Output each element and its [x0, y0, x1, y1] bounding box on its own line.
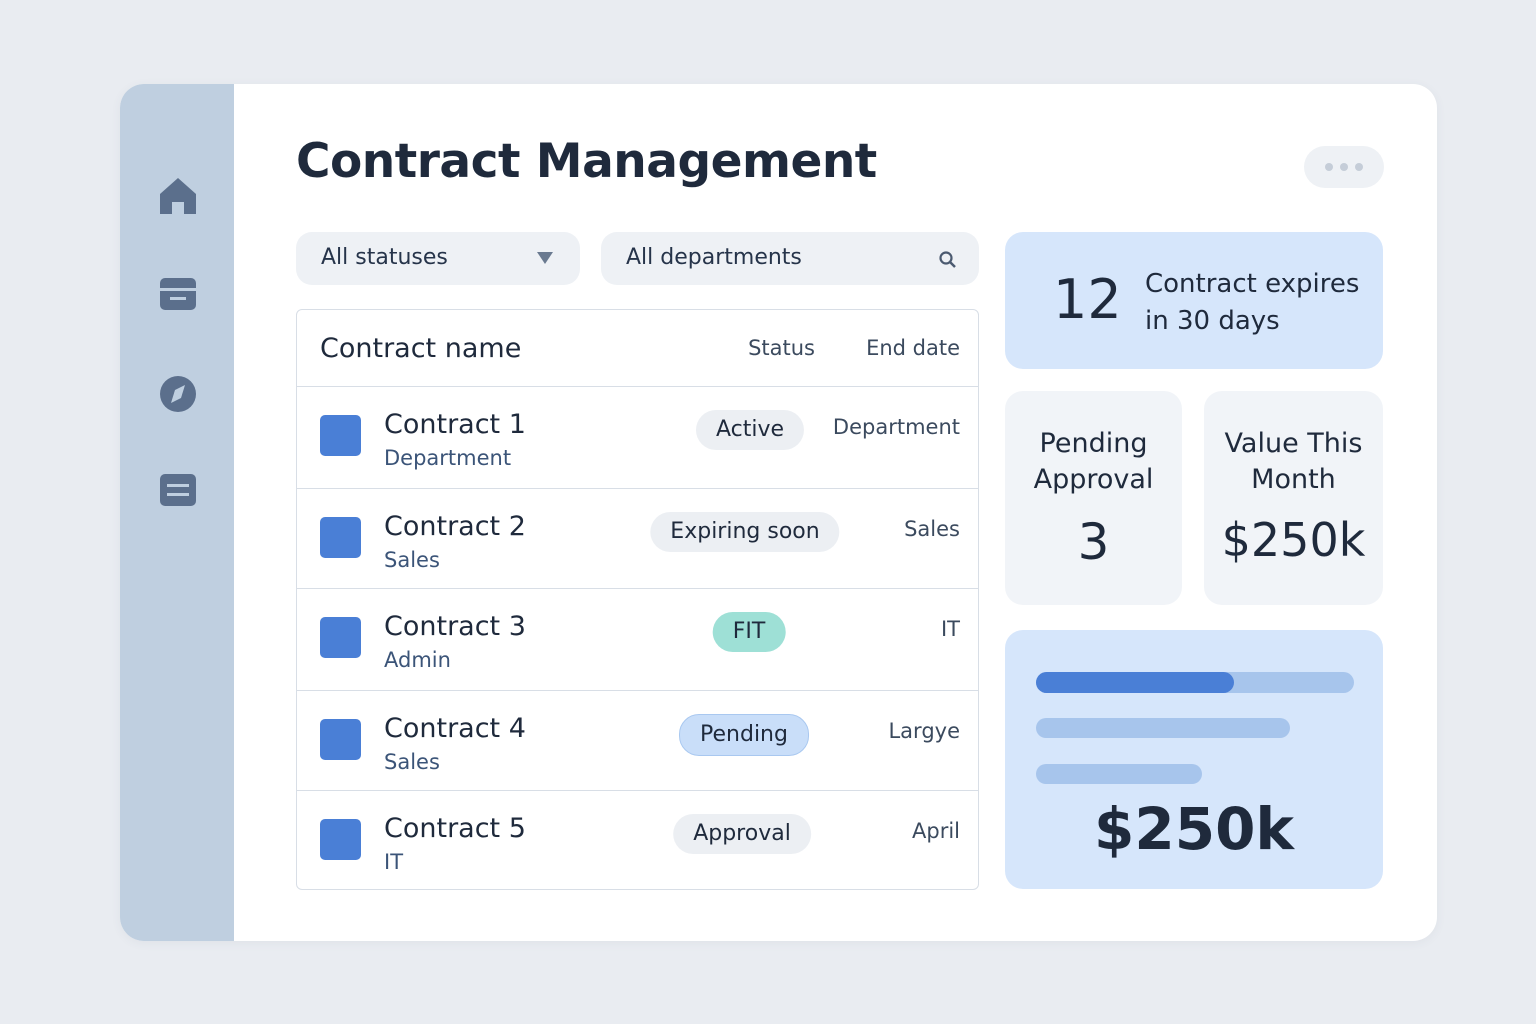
status-badge: Pending: [679, 714, 809, 756]
expiring-label: Contract expires in 30 days: [1145, 269, 1360, 336]
value-card[interactable]: Value This Month $250k: [1204, 391, 1383, 605]
contract-department: Admin: [384, 648, 451, 672]
status-filter[interactable]: All statuses: [296, 232, 580, 285]
more-button[interactable]: [1304, 146, 1384, 188]
expiring-card[interactable]: 12 Contract expires in 30 days: [1005, 232, 1383, 369]
status-badge: FIT: [712, 612, 786, 652]
list-icon[interactable]: [158, 472, 198, 508]
archive-icon[interactable]: [158, 276, 198, 312]
contract-name: Contract 4: [384, 713, 526, 744]
contract-name: Contract 1: [384, 409, 526, 440]
table-row[interactable]: Contract 4 Sales Pending Largye: [297, 690, 978, 791]
total-card[interactable]: $250k: [1005, 630, 1383, 889]
column-header[interactable]: Contract name: [320, 333, 522, 364]
contract-icon: [320, 819, 361, 860]
contract-name: Contract 5: [384, 813, 526, 844]
status-badge: Approval: [673, 814, 811, 854]
department-search[interactable]: All departments: [601, 232, 979, 285]
pending-card[interactable]: Pending Approval 3: [1005, 391, 1182, 605]
end-date: Sales: [904, 517, 960, 541]
contract-department: IT: [384, 850, 404, 874]
pending-value: 3: [1077, 513, 1110, 571]
contracts-table: Contract name Status End date Contract 1…: [296, 309, 979, 890]
end-date: Largye: [888, 719, 960, 743]
expiring-count: 12: [1053, 268, 1122, 331]
table-row[interactable]: Contract 5 IT Approval April: [297, 790, 978, 891]
contract-icon: [320, 719, 361, 760]
search-icon: [939, 251, 956, 268]
column-header[interactable]: Status: [748, 336, 815, 360]
more-dots: [1325, 163, 1363, 171]
contract-name: Contract 2: [384, 511, 526, 542]
value-amount: $250k: [1221, 513, 1366, 567]
contract-department: Sales: [384, 750, 440, 774]
table-row[interactable]: Contract 2 Sales Expiring soon Sales: [297, 488, 978, 589]
contract-department: Sales: [384, 548, 440, 572]
sidebar: [120, 84, 234, 941]
contract-icon: [320, 415, 361, 456]
column-header[interactable]: End date: [866, 336, 960, 360]
contract-icon: [320, 517, 361, 558]
contract-name: Contract 3: [384, 611, 526, 642]
status-badge: Active: [695, 410, 805, 450]
page-title: Contract Management: [296, 134, 877, 189]
home-icon[interactable]: [158, 176, 198, 216]
table-row[interactable]: Contract 3 Admin FIT IT: [297, 588, 978, 691]
value-label: Value This Month: [1224, 428, 1363, 495]
end-date: Department: [832, 415, 960, 439]
status-filter-text: All statuses: [321, 245, 448, 270]
contract-icon: [320, 617, 361, 658]
end-date: IT: [940, 617, 960, 641]
department-search-text: All departments: [626, 245, 802, 270]
progress-bars: [1036, 672, 1354, 784]
table-row[interactable]: Contract 1 Department Active Department: [297, 386, 978, 489]
explore-icon[interactable]: [158, 374, 198, 414]
status-badge: Expiring soon: [650, 512, 840, 552]
total-value: $250k: [1094, 795, 1294, 863]
contract-department: Department: [384, 446, 512, 470]
pending-label: Pending Approval: [1033, 428, 1154, 495]
dropdown-arrow: [537, 252, 553, 264]
end-date: April: [912, 819, 960, 843]
